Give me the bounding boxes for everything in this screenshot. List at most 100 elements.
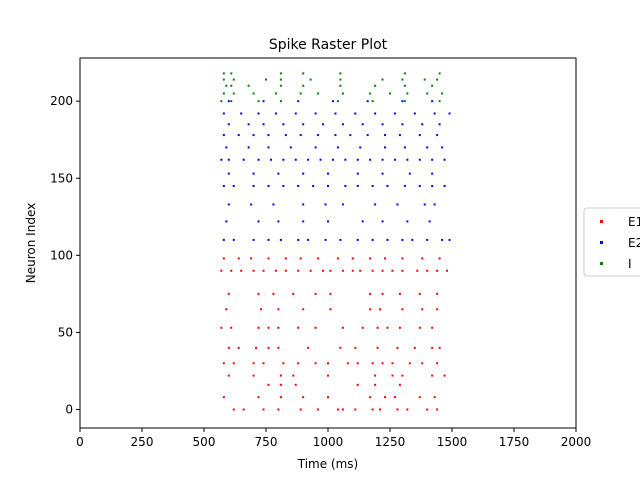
spike-point-series-0	[230, 326, 233, 329]
legend-label-2: I	[628, 257, 632, 271]
spike-point-series-1	[272, 203, 275, 206]
spike-point-series-1	[327, 172, 329, 175]
spike-point-series-2	[299, 92, 302, 95]
y-tick-label: 0	[65, 403, 73, 417]
spike-point-series-1	[339, 238, 342, 241]
spike-point-series-1	[334, 134, 337, 137]
spike-point-series-1	[356, 184, 359, 187]
spike-point-series-2	[252, 92, 255, 95]
spike-point-series-1	[341, 123, 344, 126]
spike-point-series-1	[282, 184, 285, 187]
spike-point-series-1	[257, 220, 260, 223]
spike-point-series-2	[423, 78, 426, 81]
spike-point-series-0	[277, 346, 280, 349]
spike-point-series-0	[252, 362, 255, 365]
spike-point-series-2	[230, 84, 233, 87]
legend-entries: E1 E2 I	[600, 215, 640, 271]
spike-point-series-0	[279, 383, 282, 386]
spike-point-series-2	[339, 78, 342, 81]
spike-point-series-0	[374, 383, 377, 386]
spike-point-series-0	[267, 326, 270, 329]
spike-point-series-1	[222, 184, 225, 187]
spike-point-series-0	[436, 408, 439, 411]
spike-point-series-0	[436, 308, 439, 311]
legend-label-0: E1	[628, 215, 640, 229]
spike-point-series-2	[374, 84, 377, 87]
spike-point-series-1	[294, 158, 297, 161]
spike-point-series-1	[356, 238, 359, 241]
spike-point-series-0	[230, 269, 233, 272]
spike-point-series-0	[279, 374, 282, 377]
spike-point-series-0	[329, 269, 332, 272]
spike-point-series-2	[247, 84, 250, 87]
spike-point-series-0	[431, 374, 434, 377]
spike-point-series-2	[381, 78, 384, 81]
spike-point-series-0	[302, 308, 305, 311]
spike-point-series-1	[324, 203, 327, 206]
spike-point-series-0	[237, 346, 240, 349]
spike-point-series-0	[438, 346, 441, 349]
spike-point-series-0	[384, 257, 387, 260]
spike-point-series-0	[260, 308, 263, 311]
spike-point-series-0	[356, 383, 359, 386]
spike-point-series-1	[386, 184, 389, 187]
spike-point-series-1	[302, 220, 305, 223]
spike-point-series-2	[406, 92, 409, 95]
spike-point-series-1	[240, 112, 243, 115]
spike-point-series-0	[232, 408, 235, 411]
spike-point-series-2	[389, 92, 391, 95]
legend-box	[583, 207, 640, 277]
spike-point-series-0	[240, 269, 243, 272]
spike-point-series-0	[381, 269, 384, 272]
x-axis-ticks: 0 250 500 750 1000 1250 1500 1750 2000	[76, 428, 591, 449]
spike-point-series-1	[356, 158, 359, 161]
spike-point-series-0	[257, 326, 260, 329]
spike-point-series-1	[381, 123, 384, 126]
spike-point-series-1	[384, 146, 387, 149]
spike-point-series-0	[302, 396, 305, 399]
spike-point-series-1	[220, 158, 223, 161]
spike-point-series-1	[426, 238, 429, 241]
legend-marker-0	[600, 220, 603, 223]
spike-point-series-0	[393, 396, 396, 399]
spike-point-series-0	[371, 269, 374, 272]
spike-point-series-1	[341, 203, 344, 206]
spike-point-series-0	[329, 292, 332, 295]
points-layer	[220, 72, 451, 411]
spike-point-series-0	[351, 269, 354, 272]
y-axis-ticks: 0 50 100 150 200	[50, 94, 80, 417]
spike-point-series-0	[376, 346, 379, 349]
spike-point-series-1	[267, 134, 270, 137]
spike-point-series-1	[225, 220, 228, 223]
spike-point-series-1	[386, 238, 389, 241]
spike-point-series-2	[438, 72, 441, 75]
spike-point-series-1	[252, 172, 255, 175]
spike-point-series-2	[441, 92, 444, 95]
x-tick-label: 250	[131, 435, 154, 449]
spike-point-series-0	[299, 408, 302, 411]
spike-point-series-0	[406, 408, 409, 411]
spike-point-series-1	[274, 112, 277, 115]
spike-point-series-1	[331, 100, 334, 103]
spike-point-series-2	[438, 100, 441, 103]
spike-point-series-2	[222, 78, 225, 81]
legend-marker-2	[600, 262, 603, 265]
spike-point-series-2	[436, 78, 439, 81]
spike-point-series-0	[220, 269, 223, 272]
y-tick-label: 100	[50, 248, 73, 262]
spike-point-series-0	[292, 374, 295, 377]
spike-point-series-1	[307, 238, 310, 241]
spike-point-series-2	[222, 72, 225, 75]
y-axis-label: Neuron Index	[24, 203, 38, 283]
spike-point-series-0	[446, 269, 449, 272]
spike-point-series-1	[262, 123, 265, 126]
spike-point-series-2	[230, 72, 233, 75]
spike-point-series-2	[222, 92, 225, 95]
spike-point-series-0	[232, 362, 235, 365]
spike-point-series-1	[366, 134, 369, 137]
spike-point-series-1	[336, 146, 339, 149]
spike-point-series-2	[431, 84, 434, 87]
spike-point-series-0	[379, 308, 382, 311]
spike-point-series-0	[272, 292, 275, 295]
spike-point-series-1	[314, 146, 317, 149]
